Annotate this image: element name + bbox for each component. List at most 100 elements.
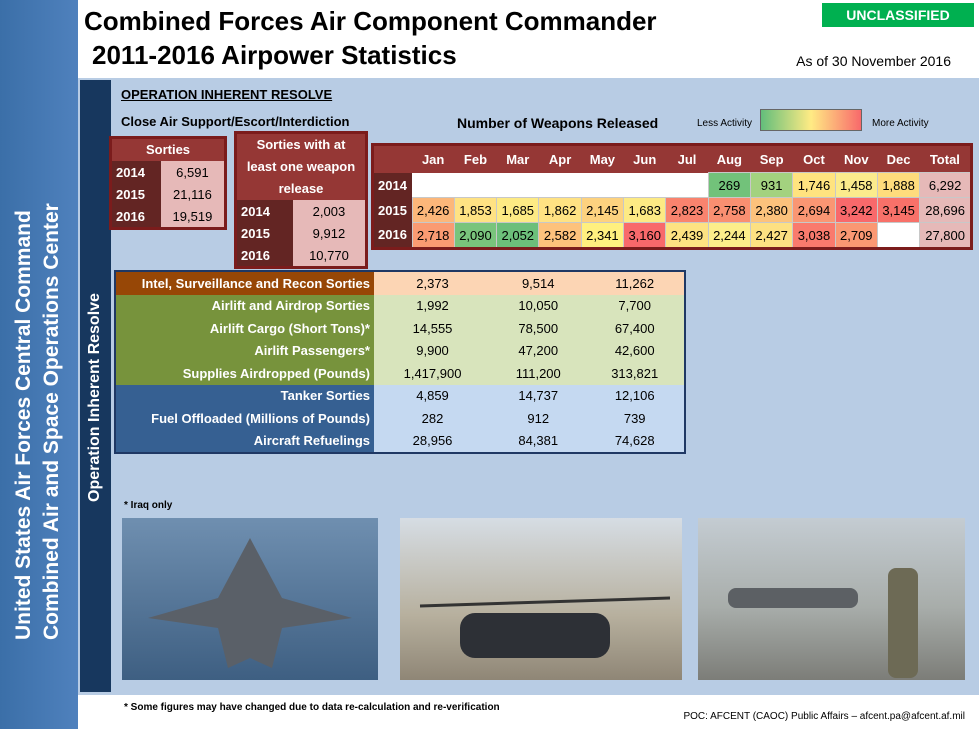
row: Fuel Offloaded (Millions of Pounds) 282 91…	[115, 407, 685, 430]
month: Sep	[750, 144, 793, 173]
stat-value: 2,373	[374, 271, 492, 295]
stat-value: 47,200	[491, 339, 586, 362]
cell: 6,292	[919, 172, 972, 198]
stat-value: 14,737	[491, 384, 586, 407]
cell: 1,458	[834, 172, 878, 198]
stat-label: Supplies Airdropped (Pounds)	[115, 362, 374, 385]
cas-label: Close Air Support/Escort/Interdiction	[121, 114, 350, 129]
photo-art	[728, 568, 918, 678]
cell: 2,380	[749, 197, 794, 223]
month: Total	[919, 144, 972, 173]
row: Airlift Passengers* 9,900 47,200 42,600	[115, 339, 685, 362]
legend-high: More Activity	[872, 118, 929, 129]
value: 19,519	[160, 205, 226, 229]
value: 9,912	[292, 222, 367, 244]
title: Combined Forces Air Component Commander	[84, 6, 657, 36]
photo-art	[148, 538, 352, 668]
cell: 269	[707, 172, 752, 198]
legend-low: Less Activity	[697, 118, 753, 129]
value: 21,116	[160, 183, 226, 205]
cell	[412, 172, 455, 198]
row: 2014 2,003	[235, 200, 367, 222]
stat-value: 1,992	[374, 294, 492, 317]
stat-label: Fuel Offloaded (Millions of Pounds)	[115, 407, 374, 430]
year: 2016	[235, 244, 293, 268]
row: Intel, Surveillance and Recon Sorties 2,3…	[115, 271, 685, 295]
cell: 2,341	[580, 222, 625, 249]
sidebar-line: United States Air Forces Central Command	[12, 210, 35, 640]
stat-value: 282	[374, 407, 492, 430]
row: Aircraft Refuelings 28,956 84,381 74,628	[115, 429, 685, 453]
cell: 1,746	[792, 172, 836, 198]
row: 2015 2,426 1,853 1,685 1,862 2,145 1,683 2,823 2…	[372, 197, 972, 223]
stat-value: 1,417,900	[374, 362, 492, 385]
cell: 1,888	[876, 172, 921, 198]
stat-value: 12,106	[585, 384, 685, 407]
title: 2011-2016 Airpower Statistics	[92, 40, 457, 70]
cell: 2,694	[792, 197, 836, 223]
value: 10,770	[292, 244, 367, 268]
year: 2016	[110, 205, 161, 229]
cell: 2,090	[453, 222, 498, 249]
cell: 1,685	[496, 197, 540, 223]
stat-label: Airlift and Airdrop Sorties	[115, 294, 374, 317]
classification: UNCLASSIFIED	[822, 3, 974, 27]
stat-value: 313,821	[585, 362, 685, 385]
corner	[372, 144, 412, 173]
header-row: Sorties with at least one weapon release	[235, 132, 367, 200]
cell	[877, 222, 920, 249]
cell: 3,145	[876, 197, 921, 223]
stat-label: Airlift Cargo (Short Tons)*	[115, 317, 374, 340]
row: 2016 2,718 2,090 2,052 2,582 2,341 3,160 2,439 2…	[372, 222, 972, 249]
cell: 2,758	[707, 197, 752, 223]
stat-value: 84,381	[491, 429, 586, 453]
heading: OPERATION INHERENT RESOLVE	[121, 87, 333, 102]
cell: 2,582	[538, 222, 582, 249]
month: May	[581, 144, 624, 173]
strip	[80, 80, 111, 692]
cell: 28,696	[919, 197, 972, 223]
cell: 2,718	[411, 222, 455, 249]
month: Feb	[454, 144, 497, 173]
sidebar-line: Combined Air and Space Operations Center	[40, 203, 63, 640]
stat-value: 10,050	[491, 294, 586, 317]
header: Sorties with at least one weapon release	[235, 132, 367, 200]
stat-value: 111,200	[491, 362, 586, 385]
cell: 2,823	[665, 197, 709, 223]
stat-label: Intel, Surveillance and Recon Sorties	[115, 271, 374, 295]
value: 6,591	[160, 161, 226, 183]
cell: 27,800	[919, 222, 972, 249]
stat-label: Airlift Passengers*	[115, 339, 374, 362]
cell: 2,439	[665, 222, 709, 249]
cell	[665, 172, 709, 198]
stat-value: 42,600	[585, 339, 685, 362]
year: 2015	[372, 197, 412, 223]
stat-value: 14,555	[374, 317, 492, 340]
header-row: Sorties	[110, 137, 226, 161]
photo	[400, 518, 682, 680]
month: Mar	[496, 144, 539, 173]
cell: 931	[749, 172, 794, 198]
cell: 3,038	[792, 222, 836, 249]
stat-value: 9,900	[374, 339, 492, 362]
month: Jan	[412, 144, 455, 173]
cell	[496, 172, 539, 198]
weapons-title: Number of Weapons Released	[457, 115, 659, 131]
stat-label: Aircraft Refuelings	[115, 429, 374, 453]
cell: 1,853	[453, 197, 498, 223]
cell: 2,052	[496, 222, 540, 249]
cell	[454, 172, 497, 198]
stat-value: 11,262	[585, 271, 685, 295]
year: 2016	[372, 222, 412, 249]
row: 2016 19,519	[110, 205, 226, 229]
stats-table: Intel, Surveillance and Recon Sorties 2,3…	[114, 270, 686, 454]
cell	[538, 172, 582, 198]
year: 2015	[110, 183, 161, 205]
row: 2014 6,591	[110, 161, 226, 183]
row: Tanker Sorties 4,859 14,737 12,106	[115, 384, 685, 407]
stat-value: 7,700	[585, 294, 685, 317]
cell: 2,427	[749, 222, 794, 249]
month: Nov	[835, 144, 878, 173]
stat-label: Tanker Sorties	[115, 384, 374, 407]
